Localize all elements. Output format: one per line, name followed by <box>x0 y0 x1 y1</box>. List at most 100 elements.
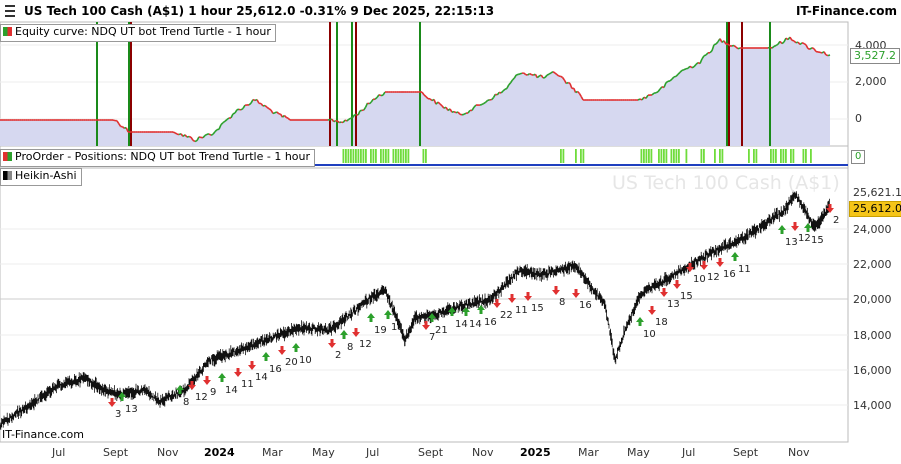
trade-count-label: 16 <box>723 269 736 280</box>
equity-segment <box>567 81 571 85</box>
equity-segment <box>687 65 691 69</box>
buy-arrow-icon <box>218 373 226 382</box>
equity-segment <box>565 81 569 85</box>
equity-segment <box>174 132 178 135</box>
price-high-label: 25,621.1 <box>853 186 901 199</box>
equity-segment <box>351 114 356 119</box>
equity-segment <box>773 44 777 48</box>
price-tick-18000: 18,000 <box>853 329 892 342</box>
position-bar <box>392 149 395 163</box>
position-bar <box>665 149 668 163</box>
position-bar <box>397 149 400 163</box>
equity-segment <box>803 42 807 46</box>
equity-segment <box>224 118 228 122</box>
equity-segment <box>723 40 727 45</box>
equity-tick-0: 0 <box>855 112 862 125</box>
sell-arrow-icon <box>700 261 708 270</box>
equity-segment <box>705 52 709 56</box>
equity-segment <box>212 131 216 135</box>
price-tick-14000: 14,000 <box>853 399 892 412</box>
sell-arrow-icon <box>524 292 532 301</box>
sell-arrow-icon <box>826 204 834 213</box>
equity-segment <box>272 111 276 115</box>
position-bar <box>678 149 680 163</box>
position-bar <box>347 149 350 163</box>
equity-segment <box>693 63 697 68</box>
equity-segment <box>184 134 188 138</box>
sell-arrow-icon <box>278 346 286 355</box>
sell-arrow-icon <box>234 368 242 377</box>
price-panel-label[interactable]: Heikin-Ashi <box>0 168 82 186</box>
position-bar <box>370 149 372 163</box>
position-bar <box>643 149 645 163</box>
positions-panel-label[interactable]: ProOrder - Positions: NDQ UT bot Trend T… <box>0 149 316 167</box>
equity-segment <box>329 118 333 121</box>
equity-segment <box>711 44 715 51</box>
month-label: Sept <box>418 446 444 459</box>
equity-segment <box>457 111 461 115</box>
equity-segment <box>509 79 514 84</box>
month-label: Jul <box>366 446 380 459</box>
position-bar <box>395 149 397 163</box>
equity-segment <box>479 103 483 106</box>
month-label: Jul <box>682 446 696 459</box>
equity-segment <box>767 46 771 49</box>
equity-segment <box>118 123 122 127</box>
position-bar <box>400 149 402 163</box>
equity-segment <box>801 42 805 45</box>
equity-segment <box>204 133 208 137</box>
position-bar <box>422 149 425 163</box>
buy-arrow-icon <box>118 392 126 401</box>
trade-count-label: 11 <box>738 264 751 275</box>
equity-segment <box>186 135 190 138</box>
buy-arrow-icon <box>367 313 375 322</box>
equity-segment <box>735 46 739 50</box>
equity-segment <box>192 139 196 143</box>
trade-count-label: 14 <box>469 319 482 330</box>
equity-segment <box>496 91 500 96</box>
equity-segment <box>769 46 773 49</box>
equity-segment <box>461 113 465 116</box>
sell-arrow-icon <box>352 328 360 337</box>
equity-segment <box>529 72 532 76</box>
sell-arrow-icon <box>791 222 799 231</box>
equity-segment <box>775 43 779 47</box>
equity-segment <box>196 136 200 141</box>
position-bar <box>810 149 812 163</box>
equity-segment <box>364 102 369 108</box>
position-bar <box>375 149 377 163</box>
trade-count-label: 14 <box>255 372 268 383</box>
equity-segment <box>485 99 489 103</box>
equity-panel-label[interactable]: Equity curve: NDQ UT bot Trend Turtle - … <box>0 24 276 42</box>
equity-segment <box>368 101 372 105</box>
position-bar <box>663 149 665 163</box>
equity-tick-2000: 2,000 <box>855 75 887 88</box>
equity-segment <box>331 118 335 123</box>
trade-count-label: 13 <box>667 299 680 310</box>
equity-segment <box>709 50 713 54</box>
equity-segment <box>270 109 274 114</box>
trade-count-label: 2 <box>833 215 839 226</box>
menu-icon[interactable] <box>5 5 15 17</box>
equity-line <box>0 36 831 143</box>
equity-segment <box>463 112 467 116</box>
equity-segment <box>348 117 352 121</box>
trade-count-label: 13 <box>125 404 138 415</box>
equity-segment <box>576 90 580 94</box>
equity-segment <box>643 96 647 99</box>
trade-count-label: 7 <box>429 332 435 343</box>
position-bar <box>721 149 724 163</box>
equity-segment <box>506 84 510 89</box>
position-bar <box>675 149 678 163</box>
equity-segment <box>374 96 378 100</box>
equity-segment <box>346 118 350 122</box>
equity-segment <box>681 68 685 72</box>
price-tick-20000: 20,000 <box>853 293 892 306</box>
sell-arrow-icon <box>328 339 336 348</box>
equity-segment <box>569 83 573 89</box>
trade-count-label: 11 <box>241 379 254 390</box>
sell-arrow-icon <box>648 306 656 315</box>
equity-segment <box>785 37 789 41</box>
